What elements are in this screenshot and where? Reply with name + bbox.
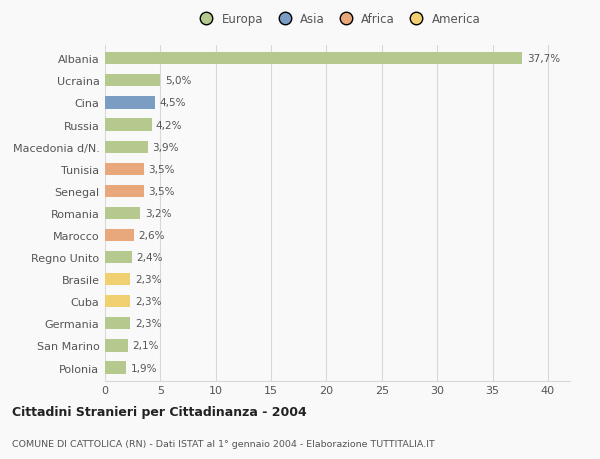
Text: 5,0%: 5,0% [165, 76, 191, 86]
Bar [105, 119, 151, 131]
Text: COMUNE DI CATTOLICA (RN) - Dati ISTAT al 1° gennaio 2004 - Elaborazione TUTTITAL: COMUNE DI CATTOLICA (RN) - Dati ISTAT al… [12, 439, 435, 448]
Text: 37,7%: 37,7% [527, 54, 560, 64]
Text: 3,2%: 3,2% [145, 208, 172, 218]
Bar [105, 362, 126, 374]
Text: 1,9%: 1,9% [130, 363, 157, 373]
Text: 2,4%: 2,4% [136, 252, 163, 263]
Bar [105, 185, 144, 197]
Bar [105, 53, 523, 65]
Bar [105, 274, 130, 285]
Bar [105, 230, 134, 241]
Bar [105, 141, 148, 153]
Bar [105, 163, 144, 175]
Bar [105, 296, 130, 308]
Text: 4,2%: 4,2% [156, 120, 182, 130]
Text: 2,6%: 2,6% [138, 230, 165, 241]
Bar [105, 252, 131, 263]
Bar [105, 207, 140, 219]
Bar [105, 340, 128, 352]
Text: 2,3%: 2,3% [135, 274, 161, 285]
Text: 2,1%: 2,1% [133, 341, 159, 351]
Text: 4,5%: 4,5% [159, 98, 186, 108]
Text: Cittadini Stranieri per Cittadinanza - 2004: Cittadini Stranieri per Cittadinanza - 2… [12, 405, 307, 419]
Text: 2,3%: 2,3% [135, 297, 161, 307]
Text: 3,5%: 3,5% [148, 164, 175, 174]
Bar [105, 97, 155, 109]
Text: 3,5%: 3,5% [148, 186, 175, 196]
Legend: Europa, Asia, Africa, America: Europa, Asia, Africa, America [194, 13, 481, 26]
Text: 3,9%: 3,9% [152, 142, 179, 152]
Bar [105, 318, 130, 330]
Bar [105, 75, 160, 87]
Text: 2,3%: 2,3% [135, 319, 161, 329]
